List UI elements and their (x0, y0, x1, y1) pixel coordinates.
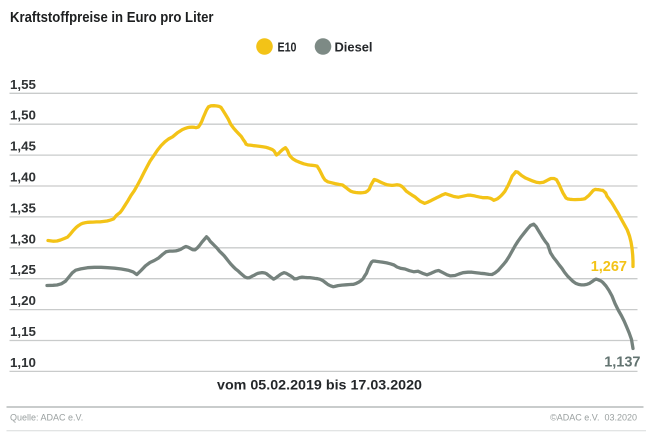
svg-text:1,30: 1,30 (10, 232, 36, 246)
svg-text:1,35: 1,35 (10, 201, 36, 215)
svg-text:1,20: 1,20 (10, 294, 36, 308)
svg-text:1,55: 1,55 (10, 78, 36, 92)
svg-text:1,267: 1,267 (591, 259, 627, 275)
svg-text:1,50: 1,50 (10, 109, 36, 123)
svg-text:1,15: 1,15 (10, 325, 36, 339)
svg-text:©ADAC e.V. 03.2020: ©ADAC e.V. 03.2020 (550, 413, 637, 423)
svg-text:1,137: 1,137 (604, 355, 640, 371)
svg-text:1,25: 1,25 (10, 263, 36, 277)
svg-text:Diesel: Diesel (335, 40, 373, 55)
svg-text:Quelle: ADAC e.V.: Quelle: ADAC e.V. (10, 413, 83, 423)
svg-text:1,45: 1,45 (10, 140, 36, 154)
svg-text:1,10: 1,10 (10, 356, 36, 370)
svg-text:1,40: 1,40 (10, 171, 36, 185)
svg-text:Kraftstoffpreise in Euro pro L: Kraftstoffpreise in Euro pro Liter (10, 9, 214, 26)
svg-text:vom 05.02.2019 bis 17.03.2020: vom 05.02.2019 bis 17.03.2020 (217, 377, 422, 392)
svg-text:E10: E10 (278, 40, 297, 55)
